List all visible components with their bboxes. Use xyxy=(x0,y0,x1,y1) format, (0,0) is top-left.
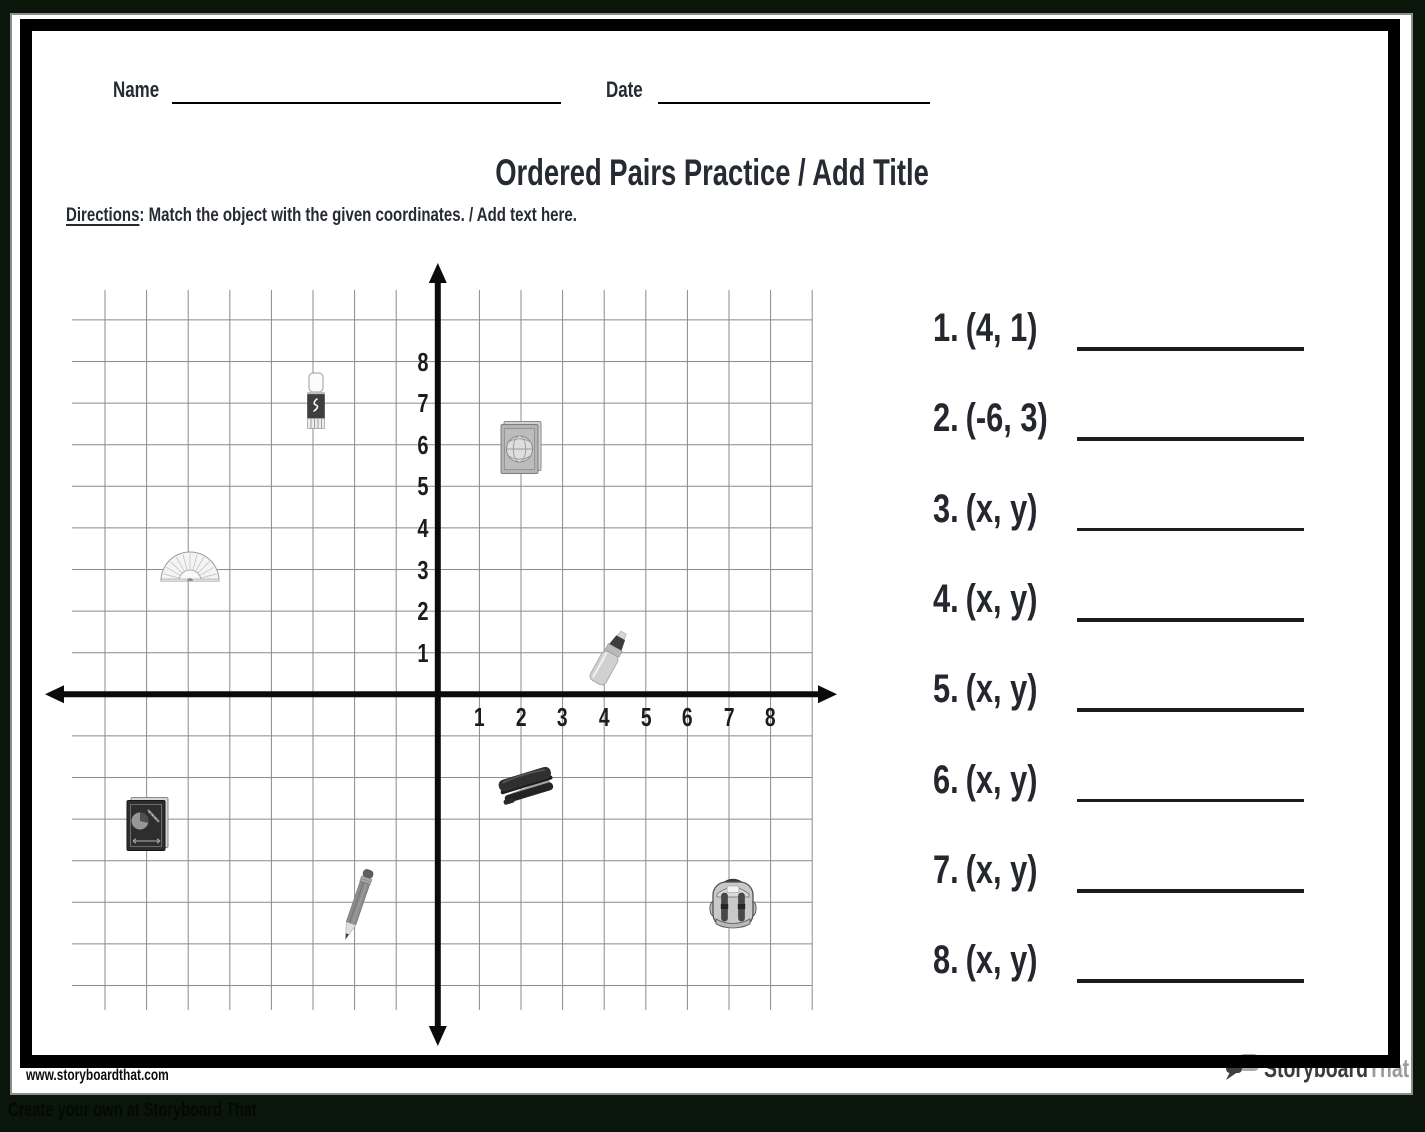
question-pair: (4, 1) xyxy=(965,306,1038,350)
question-number: 2. xyxy=(933,396,959,441)
answer-blank xyxy=(1077,618,1304,622)
geography-book-icon xyxy=(499,420,543,475)
backpack-icon xyxy=(708,873,758,931)
question-row: 6. (x, y) xyxy=(933,758,1373,803)
name-blank-line xyxy=(172,102,561,104)
answer-blank xyxy=(1077,798,1304,803)
directions-label: Directions xyxy=(66,204,140,226)
question-number: 1. xyxy=(933,306,959,350)
x-axis-left-arrow xyxy=(45,685,64,704)
question-pair: (x, y) xyxy=(965,938,1038,983)
y-axis-top-arrow xyxy=(428,263,447,283)
answer-blank xyxy=(1077,437,1304,441)
banner-text: Create your own at Storyboard That xyxy=(8,1100,257,1121)
question-row: 8. (x, y) xyxy=(933,938,1373,983)
date-blank-line xyxy=(658,102,930,104)
question-pair: (x, y) xyxy=(965,757,1038,802)
name-label: Name xyxy=(113,77,160,102)
question-number: 5. xyxy=(933,667,959,712)
x-axis-right-arrow xyxy=(818,685,837,704)
directions-text: Directions: Match the object with the gi… xyxy=(66,203,729,227)
answer-blank xyxy=(1077,527,1304,532)
stapler-icon xyxy=(495,760,557,806)
directions-body: : Match the object with the given coordi… xyxy=(139,204,577,226)
question-row: 3. (x, y) xyxy=(933,487,1373,532)
site-url: www.storyboardthat.com xyxy=(26,1067,169,1084)
speech-bubbles-icon xyxy=(1226,1054,1259,1080)
question-number: 6. xyxy=(933,757,959,802)
question-number: 8. xyxy=(933,938,959,983)
logo-text: StoryboardThat xyxy=(1264,1053,1410,1083)
x-tick-label: 5 xyxy=(640,702,652,732)
x-tick-label: 7 xyxy=(723,702,735,732)
y-tick-label: 6 xyxy=(417,429,429,460)
question-row: 5. (x, y) xyxy=(933,667,1373,712)
y-tick-label: 4 xyxy=(417,512,429,543)
y-tick-label: 8 xyxy=(417,346,429,377)
x-tick-label: 1 xyxy=(474,702,485,732)
question-row: 4. (x, y) xyxy=(933,577,1373,622)
question-pair: (-6, 3) xyxy=(965,396,1048,441)
question-row: 7. (x, y) xyxy=(933,848,1373,893)
page-title: Ordered Pairs Practice / Add Title xyxy=(495,152,930,193)
x-tick-label: 6 xyxy=(682,702,693,732)
x-tick-label: 3 xyxy=(557,702,568,732)
y-axis-bottom-arrow xyxy=(428,1026,447,1046)
question-row: 1. (4, 1) xyxy=(933,306,1373,351)
question-pair: (x, y) xyxy=(965,577,1038,622)
question-pair: (x, y) xyxy=(965,667,1038,712)
answer-blank xyxy=(1077,889,1304,893)
question-number: 3. xyxy=(933,486,959,531)
answer-blank xyxy=(1077,979,1304,983)
y-tick-label: 2 xyxy=(417,596,429,627)
date-label: Date xyxy=(606,77,643,102)
x-tick-label: 4 xyxy=(598,702,610,732)
question-row: 2. (-6, 3) xyxy=(933,396,1373,441)
highlighter-icon xyxy=(586,626,634,688)
question-number: 7. xyxy=(933,848,959,893)
answer-blank xyxy=(1077,347,1304,351)
storyboardthat-logo: StoryboardThat xyxy=(1225,1051,1425,1082)
question-number: 4. xyxy=(933,577,959,622)
x-tick-label: 8 xyxy=(765,702,776,732)
pencil-icon xyxy=(334,866,380,946)
math-book-icon xyxy=(125,796,171,852)
protractor-icon xyxy=(158,550,222,584)
x-tick-label: 2 xyxy=(515,702,527,732)
y-tick-label: 1 xyxy=(417,637,429,668)
y-tick-label: 7 xyxy=(417,388,429,419)
answer-blank xyxy=(1077,708,1304,712)
y-tick-label: 3 xyxy=(417,554,429,585)
question-pair: (x, y) xyxy=(965,486,1038,531)
question-pair: (x, y) xyxy=(965,848,1038,893)
glue-stick-icon xyxy=(304,372,328,430)
y-tick-label: 5 xyxy=(417,471,429,502)
